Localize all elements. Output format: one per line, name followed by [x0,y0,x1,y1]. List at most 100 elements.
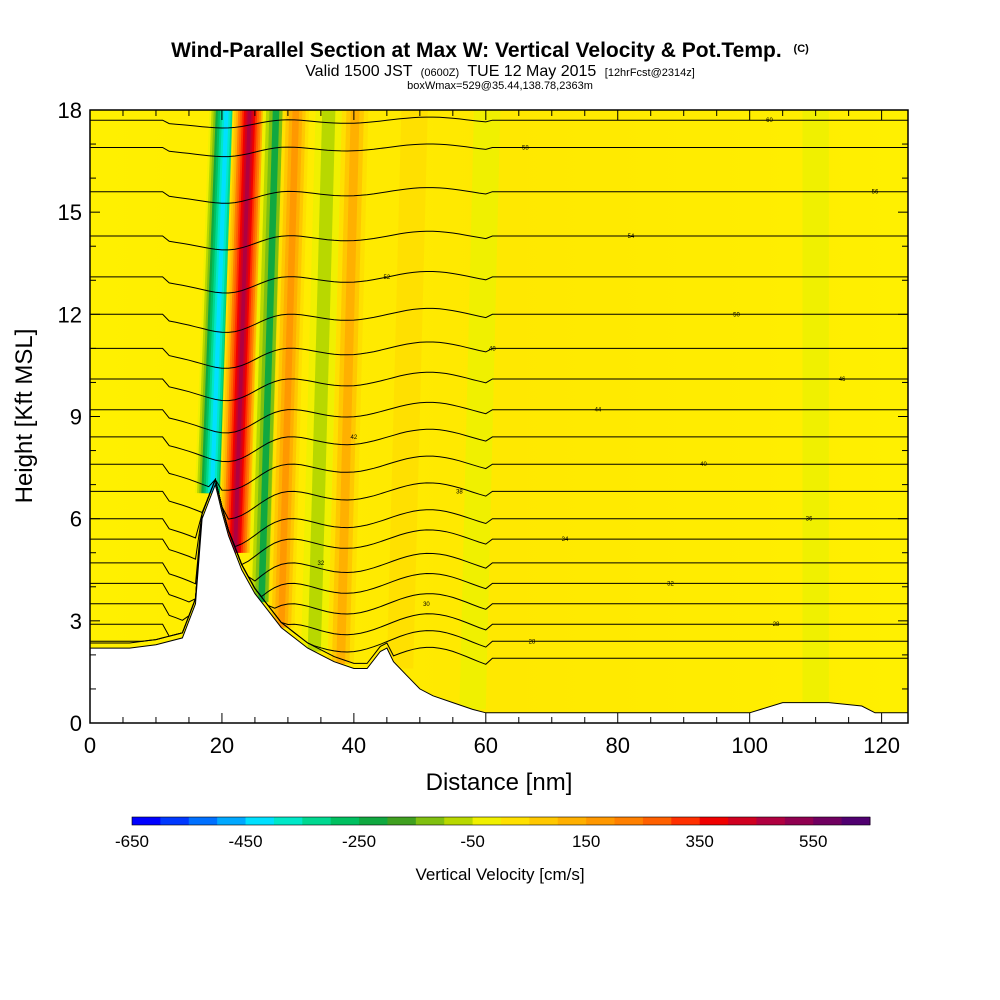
theta-contour-line [90,477,908,520]
colorbar-tick-label: 350 [686,832,714,851]
colorbar-tick-label: 550 [799,832,827,851]
y-tick-label: 6 [70,507,82,532]
x-tick-label: 40 [342,733,366,758]
colorbar-swatch [756,817,786,825]
y-tick-label: 0 [70,711,82,736]
velocity-band [258,110,280,603]
theta-contour-label: 36 [806,517,813,523]
colorbar-swatch [132,817,161,825]
velocity-band [307,110,336,652]
plot-area: 2628283032323436384042444648505254565860 [90,110,908,723]
velocity-band [393,110,422,669]
colorbar-tick-label: 150 [572,832,600,851]
chart-subtitle-box: boxWmax=529@35.44,138.78,2363m [407,80,593,92]
colorbar-swatch [472,817,502,825]
y-tick-label: 15 [58,200,82,225]
theta-contour-label: 56 [872,190,879,196]
theta-contour-label: 52 [384,275,391,281]
x-tick-label: 80 [605,733,629,758]
theta-contour-label: 58 [522,145,529,151]
chart-subtitle: Valid 1500 JST (0600Z) TUE 12 May 2015 [… [305,63,695,80]
colorbar-swatch [501,817,530,825]
theta-contour-label: 54 [628,234,635,240]
theta-contour-line [90,455,908,491]
colorbar-swatch [217,817,247,825]
theta-contour-label: 28 [529,639,536,645]
theta-contour-line [90,187,908,204]
velocity-band [278,110,300,628]
colorbar-swatch [728,817,757,825]
theta-contour-line [90,371,908,402]
colorbar-label: Vertical Velocity [cm/s] [415,865,584,884]
colorbar-swatch [586,817,616,825]
terrain-mask [90,482,908,723]
colorbar-swatch [415,817,445,825]
colorbar-swatch [841,817,871,825]
y-axis-label: Height [Kft MSL] [11,329,38,504]
theta-contour-line [90,143,908,158]
colorbar-swatch [529,817,559,825]
velocity-band [809,110,823,703]
theta-contour-line [90,401,908,434]
colorbar-swatch [671,817,701,825]
colorbar-swatch [359,817,388,825]
colorbar-swatch [245,817,275,825]
chart-title: Wind-Parallel Section at Max W: Vertical… [171,39,809,62]
theta-contour-label: 34 [562,537,569,543]
theta-contour-line [90,341,908,369]
y-tick-label: 9 [70,405,82,430]
velocity-band [466,110,494,710]
theta-contour-label: 28 [773,622,780,628]
colorbar-tick-label: -450 [229,832,263,851]
x-tick-label: 120 [863,733,900,758]
colorbar-swatch [387,817,417,825]
colorbar-tick-label: -650 [115,832,149,851]
theta-contour-label: 30 [423,602,430,608]
theta-contour-line [90,230,908,251]
theta-contour-line [90,116,908,129]
colorbar-swatch [444,817,474,825]
colorbar-tick-label: -250 [342,832,376,851]
theta-contours: 2628283032323436384042444648505254565860 [90,116,908,665]
theta-contour-label: 48 [489,346,496,352]
velocity-band [209,110,229,494]
y-tick-label: 12 [58,302,82,327]
theta-contour-label: 42 [351,435,358,441]
colorbar-swatch [642,817,672,825]
theta-contour-line [90,428,908,463]
colorbar-swatch [699,817,729,825]
colorbar-swatch [784,817,814,825]
theta-contour-line [90,271,908,294]
theta-contour-label: 40 [700,462,707,468]
y-tick-label: 3 [70,609,82,634]
theta-contour-label: 32 [318,561,325,567]
colorbar [131,816,871,826]
x-tick-label: 60 [474,733,498,758]
theta-contour-label: 32 [667,581,674,587]
colorbar-swatch [614,817,644,825]
theta-contour-label: 46 [839,377,846,383]
colorbar-tick-label: -50 [460,832,485,851]
colorbar-swatch [160,817,190,825]
colorbar-swatch [302,817,332,825]
theta-contour-label: 44 [595,408,602,414]
y-tick-label: 18 [58,98,82,123]
theta-contour-line [90,307,908,333]
theta-contour-label: 38 [456,489,463,495]
colorbar-frame [131,816,871,826]
colorbar-swatch [330,817,360,825]
theta-contour-line [90,477,908,548]
velocity-bands [194,110,829,710]
x-axis-label: Distance [nm] [426,769,573,796]
x-tick-label: 0 [84,733,96,758]
theta-contour-label: 60 [766,118,773,124]
x-axis: 0 20 40 60 80 100 120 [84,110,900,758]
velocity-band [336,110,360,664]
x-tick-label: 20 [210,733,234,758]
x-tick-label: 100 [731,733,768,758]
colorbar-swatch [273,817,303,825]
colorbar-swatch [188,817,218,825]
velocity-band [233,110,252,553]
